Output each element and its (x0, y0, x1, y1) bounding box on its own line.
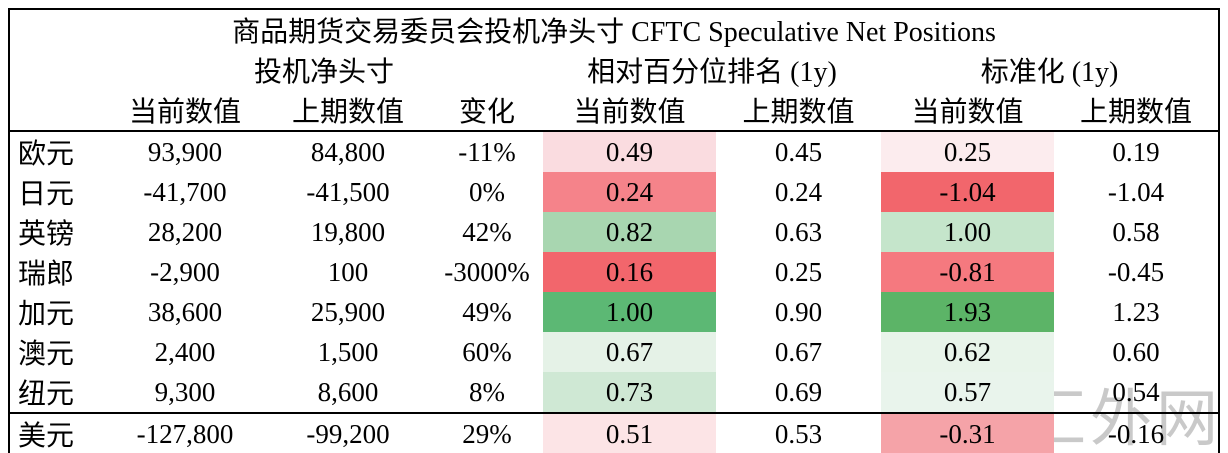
rel-percentile-current-value: 0.51 (543, 412, 716, 453)
sub-header-rel-previous: 上期数值 (716, 90, 881, 132)
sub-header-rel-current: 当前数值 (543, 90, 716, 132)
column-group-row: 投机净头寸 相对百分位排名 (1y) 标准化 (1y) (9, 50, 1219, 90)
spec-current-value: 2,400 (154, 336, 216, 367)
standardized-previous-value: -0.45 (1107, 256, 1165, 287)
spec-previous-value: 100 (327, 256, 369, 287)
standardized-previous-value: 0.54 (1112, 376, 1160, 407)
table-row: 纽元 9,300 8,600 8% 0.73 0.69 0.57 0.54 (9, 372, 1219, 413)
table-body: 欧元 93,900 84,800 -11% 0.49 0.45 0.25 0.1… (9, 131, 1220, 453)
rel-percentile-previous-value: 0.25 (774, 256, 823, 287)
change-value: 42% (462, 216, 512, 247)
spec-previous-value: 84,800 (310, 136, 386, 167)
standardized-previous-value: 0.58 (1112, 216, 1160, 247)
standardized-current-value: 0.62 (881, 332, 1054, 372)
table-row: 日元 -41,700 -41,500 0% 0.24 0.24 -1.04 -1… (9, 172, 1219, 212)
sub-header-spec-previous: 上期数值 (265, 90, 431, 132)
standardized-current-value: 1.93 (881, 292, 1054, 332)
currency-label: 澳元 (18, 339, 75, 370)
sub-header-change: 变化 (431, 90, 543, 132)
spec-current-value: 93,900 (147, 136, 223, 167)
table-header: 商品期货交易委员会投机净头寸 CFTC Speculative Net Posi… (9, 9, 1220, 132)
currency-label: 瑞郎 (18, 259, 75, 290)
spec-previous-value: -41,500 (306, 176, 390, 207)
group-header-speculative-net-positions: 投机净头寸 (253, 57, 394, 88)
sub-header-empty (9, 90, 105, 132)
rel-percentile-current-value: 0.49 (543, 131, 716, 172)
spec-current-value: -2,900 (150, 256, 220, 287)
change-value: 8% (469, 376, 505, 407)
table-row: 欧元 93,900 84,800 -11% 0.49 0.45 0.25 0.1… (9, 131, 1219, 172)
rel-percentile-previous-value: 0.24 (774, 176, 823, 207)
change-value: 60% (462, 336, 512, 367)
currency-label: 美元 (9, 412, 105, 453)
standardized-current-value: -0.31 (881, 412, 1054, 453)
rel-percentile-previous-value: 0.67 (774, 336, 823, 367)
table-row: 美元 -127,800 -99,200 29% 0.51 0.53 -0.31 … (9, 412, 1220, 453)
currency-label: 日元 (18, 179, 75, 210)
spec-previous-value: 25,900 (310, 296, 386, 327)
standardized-previous-value: -0.16 (1054, 412, 1220, 453)
rel-percentile-current-value: 0.16 (543, 252, 716, 292)
standardized-previous-value: 0.19 (1112, 136, 1160, 167)
spec-previous-value: -99,200 (265, 412, 431, 453)
change-value: -11% (458, 136, 516, 167)
table-title: 商品期货交易委员会投机净头寸 CFTC Speculative Net Posi… (232, 17, 996, 48)
group-header-relative-percentile-rank: 相对百分位排名 (1y) (587, 57, 837, 88)
rel-percentile-previous-value: 0.45 (774, 136, 823, 167)
sub-header-row: 当前数值 上期数值 变化 当前数值 上期数值 当前数值 上期数值 (9, 90, 1220, 132)
table-title-row: 商品期货交易委员会投机净头寸 CFTC Speculative Net Posi… (9, 9, 1219, 50)
rel-percentile-previous-value: 0.90 (774, 296, 823, 327)
currency-label: 欧元 (18, 139, 75, 170)
standardized-current-value: -1.04 (881, 172, 1054, 212)
rel-percentile-current-value: 0.73 (543, 372, 716, 413)
table-row: 英镑 28,200 19,800 42% 0.82 0.63 1.00 0.58 (9, 212, 1219, 252)
currency-label: 英镑 (18, 219, 75, 250)
spec-current-value: 38,600 (147, 296, 223, 327)
spec-current-value: -41,700 (143, 176, 227, 207)
spec-current-value: 28,200 (147, 216, 223, 247)
spec-current-value: 9,300 (154, 376, 216, 407)
standardized-current-value: 1.00 (881, 212, 1054, 252)
standardized-previous-value: -1.04 (1107, 176, 1165, 207)
standardized-current-value: 0.57 (881, 372, 1054, 413)
rel-percentile-current-value: 0.82 (543, 212, 716, 252)
table-row: 瑞郎 -2,900 100 -3000% 0.16 0.25 -0.81 -0.… (9, 252, 1219, 292)
rel-percentile-previous-value: 0.63 (774, 216, 823, 247)
group-header-empty (9, 50, 105, 90)
standardized-current-value: -0.81 (881, 252, 1054, 292)
sub-header-std-previous: 上期数值 (1054, 90, 1220, 132)
group-header-standardized: 标准化 (1y) (980, 57, 1119, 88)
rel-percentile-previous-value: 0.53 (716, 412, 881, 453)
rel-percentile-current-value: 0.24 (543, 172, 716, 212)
spec-previous-value: 19,800 (310, 216, 386, 247)
spec-previous-value: 1,500 (317, 336, 379, 367)
spec-current-value: -127,800 (105, 412, 265, 453)
change-value: 0% (469, 176, 505, 207)
standardized-previous-value: 1.23 (1112, 296, 1160, 327)
sub-header-std-current: 当前数值 (881, 90, 1054, 132)
rel-percentile-current-value: 0.67 (543, 332, 716, 372)
rel-percentile-current-value: 1.00 (543, 292, 716, 332)
cftc-positions-table: 商品期货交易委员会投机净头寸 CFTC Speculative Net Posi… (8, 8, 1221, 453)
currency-label: 加元 (18, 299, 75, 330)
table-row: 澳元 2,400 1,500 60% 0.67 0.67 0.62 0.60 (9, 332, 1219, 372)
currency-label: 纽元 (18, 379, 75, 410)
table-row: 加元 38,600 25,900 49% 1.00 0.90 1.93 1.23 (9, 292, 1219, 332)
standardized-previous-value: 0.60 (1112, 336, 1160, 367)
change-value: -3000% (444, 256, 530, 287)
change-value: 29% (431, 412, 543, 453)
rel-percentile-previous-value: 0.69 (774, 376, 823, 407)
change-value: 49% (462, 296, 512, 327)
standardized-current-value: 0.25 (881, 131, 1054, 172)
sub-header-spec-current: 当前数值 (105, 90, 265, 132)
spec-previous-value: 8,600 (317, 376, 379, 407)
